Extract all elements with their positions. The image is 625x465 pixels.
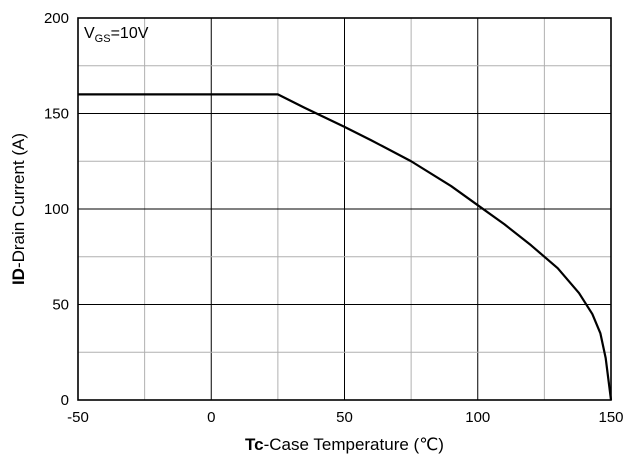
x-axis-title: Tc-Case Temperature (℃) <box>245 435 444 454</box>
vgs-annotation-main: V <box>84 25 95 42</box>
vgs-annotation-value: =10V <box>111 25 149 42</box>
plot-frame <box>77 17 612 401</box>
grid-layer <box>78 18 611 400</box>
series-line-1 <box>78 93 613 401</box>
x-tick-label: 150 <box>598 409 623 426</box>
x-axis-title-bold: Tc <box>245 435 264 454</box>
x-tick-label: 0 <box>207 409 215 426</box>
x-axis-title-rest: -Case Temperature (℃) <box>264 435 444 454</box>
y-tick-label: 150 <box>44 106 69 123</box>
y-axis-title-bold: ID <box>9 268 28 285</box>
series-layer <box>78 93 613 401</box>
vgs-annotation: VGS=10V <box>84 25 149 45</box>
y-axis-title-rest: -Drain Current (A) <box>9 133 28 268</box>
y-tick-label: 50 <box>52 297 69 314</box>
y-tick-label: 100 <box>44 201 69 218</box>
y-tick-label: 200 <box>44 10 69 27</box>
x-tick-label: 100 <box>465 409 490 426</box>
y-tick-label: 0 <box>61 392 69 409</box>
x-tick-label: -50 <box>67 409 89 426</box>
x-tick-label: 50 <box>336 409 353 426</box>
vgs-annotation-subscript: GS <box>95 33 111 45</box>
y-axis-title: ID-Drain Current (A) <box>9 133 28 285</box>
